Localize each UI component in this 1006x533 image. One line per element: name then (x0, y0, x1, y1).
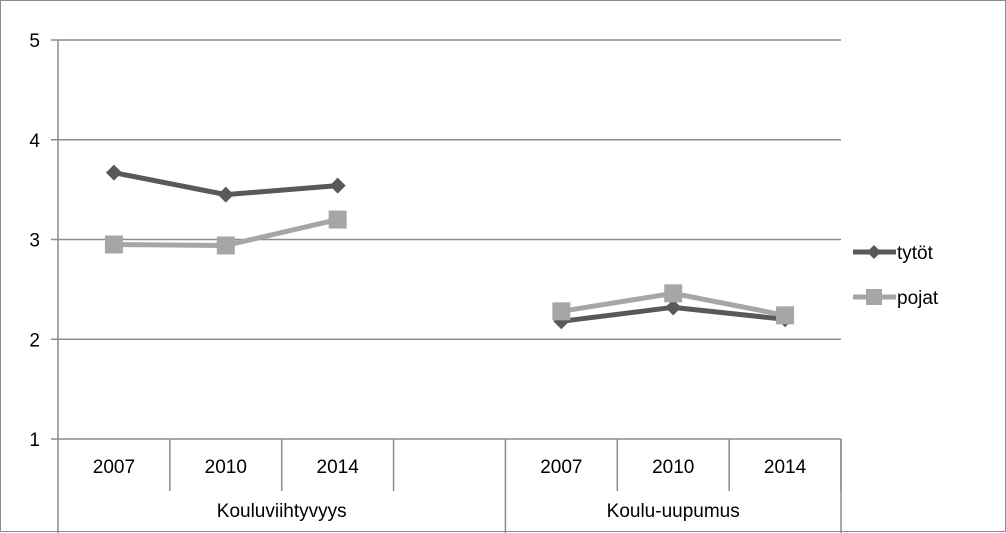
x-category-label-Koulu-uupumus-2007: 2007 (540, 457, 582, 478)
data-point-tytöt-Kouluviihtyvyys-2010 (217, 186, 234, 203)
legend-marker-tytöt (867, 245, 881, 259)
data-point-tytöt-Kouluviihtyvyys-2007 (105, 164, 122, 181)
x-category-label-Koulu-uupumus-2010: 2010 (652, 457, 694, 478)
x-category-label-Kouluviihtyvyys-2010: 2010 (205, 457, 247, 478)
y-tick-label-1: 1 (29, 430, 40, 451)
data-point-pojat-Kouluviihtyvyys-2007 (104, 235, 123, 254)
legend-label-tytöt: tytöt (897, 243, 934, 264)
data-point-pojat-Kouluviihtyvyys-2010 (216, 236, 235, 255)
y-tick-label-2: 2 (29, 330, 40, 351)
data-point-pojat-Kouluviihtyvyys-2014 (328, 210, 347, 229)
x-category-label-Koulu-uupumus-2014: 2014 (764, 457, 807, 478)
legend-marker-pojat (866, 289, 882, 305)
data-point-tytöt-Kouluviihtyvyys-2014 (329, 177, 346, 194)
x-group-label-Koulu-uupumus: Koulu-uupumus (607, 501, 740, 522)
x-category-label-Kouluviihtyvyys-2007: 2007 (93, 457, 135, 478)
data-point-pojat-Koulu-uupumus-2010 (664, 284, 683, 303)
x-group-label-Kouluviihtyvyys: Kouluviihtyvyys (217, 501, 347, 522)
data-point-tytöt-Koulu-uupumus-2010 (665, 299, 682, 316)
data-point-pojat-Koulu-uupumus-2007 (552, 302, 571, 321)
x-category-label-Kouluviihtyvyys-2014: 2014 (317, 457, 360, 478)
data-point-pojat-Koulu-uupumus-2014 (776, 306, 795, 325)
y-tick-label-3: 3 (29, 231, 40, 252)
legend-label-pojat: pojat (897, 288, 939, 309)
y-tick-label-5: 5 (29, 31, 40, 52)
y-tick-label-4: 4 (29, 131, 40, 152)
